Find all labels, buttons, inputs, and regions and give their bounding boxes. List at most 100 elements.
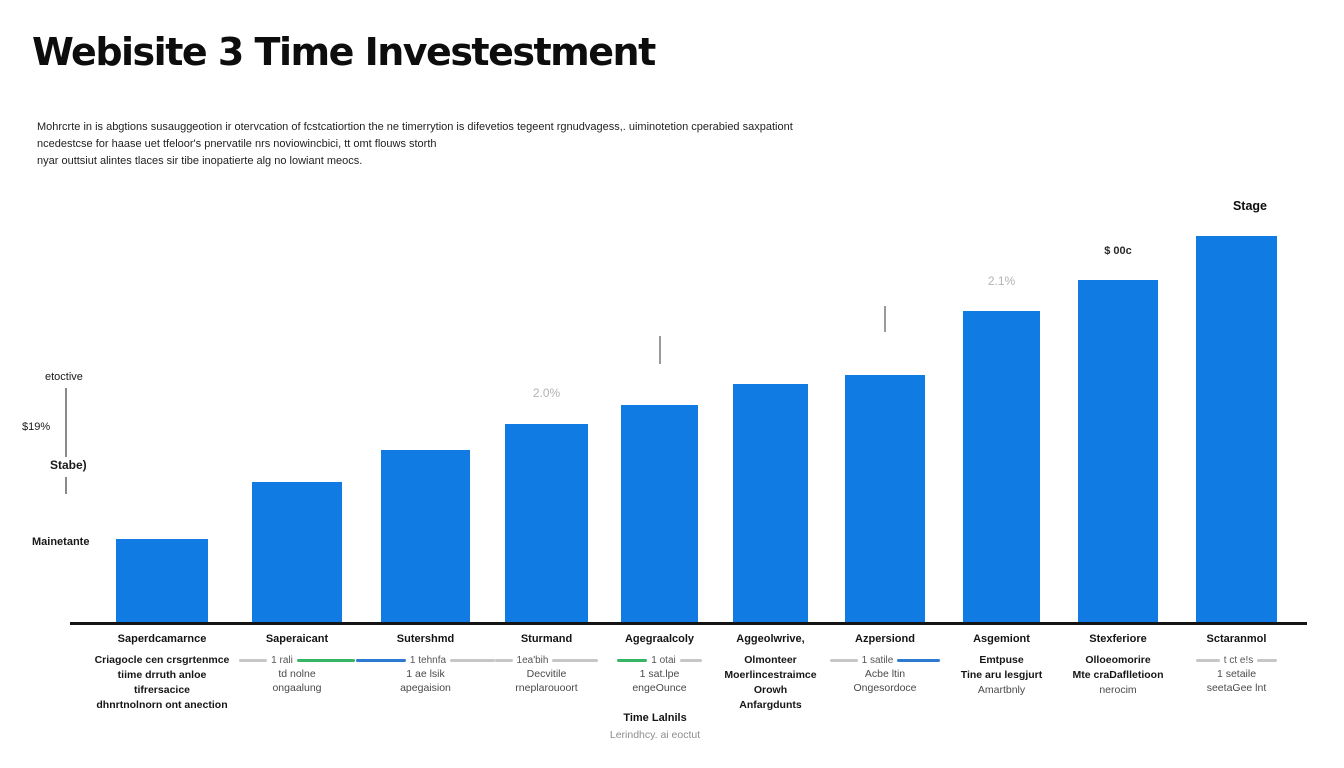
legend-line-gray bbox=[679, 658, 702, 662]
bar-10 bbox=[1196, 236, 1277, 623]
x-label-legend-row: t ct e!s bbox=[1195, 654, 1278, 666]
x-label-header: Aggeolwrive, bbox=[736, 633, 805, 645]
x-label-row: 1 sat.lpe bbox=[639, 668, 680, 680]
x-label-legend-row: 1 tehnfa bbox=[355, 654, 496, 666]
x-label-row: tifrersacice bbox=[133, 684, 191, 696]
x-label-header: Sctaranmol bbox=[1206, 633, 1267, 645]
legend-line-gray bbox=[239, 658, 268, 662]
x-label-legend-text: 1 rali bbox=[271, 654, 293, 666]
x-label-row: Orowh bbox=[753, 684, 788, 696]
x-label-header: Azpersiond bbox=[855, 633, 915, 645]
x-label-legend-text: 1 tehnfa bbox=[409, 654, 447, 666]
x-label-group-8: Asgemiont Emtpuse Tine aru lesgjurt Amartbn… bbox=[917, 633, 1087, 696]
x-label-row: dhnrtnolnorn ont anection bbox=[96, 699, 228, 711]
y-axis-label-top: etoctive bbox=[45, 371, 83, 383]
bar-value-label: 2.1% bbox=[987, 274, 1016, 288]
x-label-legend-text: t ct e!s bbox=[1223, 654, 1254, 666]
description-line: nyar outtsiut alintes tlaces sir tibe in… bbox=[37, 155, 363, 167]
bar-5 bbox=[621, 405, 698, 623]
x-axis-title: Time Lalnils bbox=[623, 712, 687, 724]
y-axis-label-mid: Stabe) bbox=[50, 458, 87, 472]
x-label-row: tiime drruth anloe bbox=[117, 669, 207, 681]
page-title: Webisite 3 Time Investestment bbox=[32, 30, 656, 74]
x-label-row: Criagocle cen crsgrtenmce bbox=[94, 654, 230, 666]
description-line: ncedestcse for haase uet tfeloor's pnerv… bbox=[37, 138, 437, 150]
x-label-row: Emtpuse bbox=[979, 654, 1024, 666]
x-label-legend-row: 1 rali bbox=[239, 654, 355, 666]
legend-line-green bbox=[296, 658, 355, 662]
x-label-legend-text: 1 otai bbox=[651, 654, 676, 666]
x-label-header: Saperaicant bbox=[265, 633, 329, 645]
bar-4 bbox=[505, 424, 588, 623]
bar-value-label: $ 00c bbox=[1104, 245, 1132, 257]
error-bar-line bbox=[658, 336, 661, 364]
bar-9 bbox=[1078, 280, 1158, 623]
x-label-header: Sturmand bbox=[520, 633, 573, 645]
x-label-row: Ongesordoce bbox=[853, 682, 917, 694]
x-label-row: Amartbnly bbox=[977, 684, 1026, 696]
x-label-group-9: Stexferiore Olloeomorire Mte craDaflletioo… bbox=[1033, 633, 1203, 696]
x-label-row: 1 setaile bbox=[1216, 668, 1257, 680]
bar-1 bbox=[116, 539, 208, 623]
x-label-group-10: Sctaranmol t ct e!s 1 setaile seetaGee lnt bbox=[1152, 633, 1322, 694]
x-label-legend-row: 1 satile bbox=[829, 654, 941, 666]
stage-label: Stage bbox=[1232, 199, 1268, 213]
x-label-group-1: Saperdcamarnce Criagocle cen crsgrtenmce t… bbox=[77, 633, 247, 712]
x-label-header: Stexferiore bbox=[1089, 633, 1147, 645]
x-axis-subtitle: Lerindhcy. ai eoctut bbox=[609, 729, 701, 741]
x-label-row: Moerlincestraimce bbox=[724, 669, 817, 681]
x-label-header: Sutershmd bbox=[396, 633, 455, 645]
x-label-legend-text: 1ea'bih bbox=[516, 654, 549, 666]
x-label-row: seetaGee lnt bbox=[1206, 682, 1267, 694]
x-label-group-5: Agegraalcoly 1 otai 1 sat.lpe engeOunce bbox=[575, 633, 745, 694]
y-axis-line-short bbox=[65, 477, 67, 494]
x-label-row: Anfargdunts bbox=[739, 699, 802, 711]
legend-line-gray bbox=[494, 658, 513, 662]
x-label-row: Tine aru lesgjurt bbox=[960, 669, 1043, 681]
x-label-row: ongaalung bbox=[272, 682, 322, 694]
x-label-row: Decvitile bbox=[526, 668, 567, 680]
legend-line-green bbox=[617, 658, 648, 662]
x-label-group-3: Sutershmd 1 tehnfa 1 ae lsik apegaision bbox=[341, 633, 511, 694]
x-label-row: nerocim bbox=[1099, 684, 1137, 696]
legend-line-gray bbox=[1195, 658, 1220, 662]
bar-7 bbox=[845, 375, 925, 623]
bar-value-label: 2.0% bbox=[532, 386, 561, 400]
x-label-group-7: Azpersiond 1 satile Acbe ltin Ongesordoce bbox=[800, 633, 970, 694]
x-label-row: rneplarouoort bbox=[515, 682, 578, 694]
legend-line-blue bbox=[897, 658, 941, 662]
x-label-row: apegaision bbox=[400, 682, 451, 694]
x-label-row: Olloeomorire bbox=[1085, 654, 1151, 666]
legend-line-gray bbox=[1257, 658, 1278, 662]
y-axis-line bbox=[65, 388, 67, 457]
x-label-group-6: Aggeolwrive, Olmonteer Moerlincestraimce Or… bbox=[686, 633, 856, 712]
x-label-row: Mte craDaflletioon bbox=[1072, 669, 1164, 681]
legend-line-gray bbox=[552, 658, 599, 662]
x-label-header: Saperdcamarnce bbox=[117, 633, 207, 645]
bar-6 bbox=[733, 384, 808, 623]
description-line: Mohrcrte in is abgtions susauggeotion ir… bbox=[37, 121, 793, 133]
description-paragraph: Mohrcrte in is abgtions susauggeotion ir… bbox=[37, 119, 847, 170]
x-label-header: Asgemiont bbox=[973, 633, 1030, 645]
y-axis-percent-label: $19% bbox=[22, 421, 51, 433]
bar-3 bbox=[381, 450, 470, 623]
x-label-group-2: Saperaicant 1 rali td nolne ongaalung bbox=[212, 633, 382, 694]
x-label-legend-row: 1ea'bih bbox=[494, 654, 599, 666]
x-label-row: td nolne bbox=[278, 668, 316, 680]
error-bar-line bbox=[884, 306, 886, 332]
x-label-legend-text: 1 satile bbox=[861, 654, 894, 666]
x-axis-line bbox=[70, 622, 1307, 625]
y-axis-label-bottom: Mainetante bbox=[32, 536, 90, 548]
x-label-row: engeOunce bbox=[632, 682, 687, 694]
x-label-row: 1 ae lsik bbox=[406, 668, 445, 680]
x-label-row: Acbe ltin bbox=[864, 668, 906, 680]
bar-2 bbox=[252, 482, 342, 623]
legend-line-gray bbox=[829, 658, 858, 662]
bar-8 bbox=[963, 311, 1040, 623]
x-label-legend-row: 1 otai bbox=[617, 654, 702, 666]
legend-line-gray bbox=[450, 658, 496, 662]
legend-line-blue bbox=[355, 658, 406, 662]
x-label-row: Olmonteer bbox=[744, 654, 797, 666]
x-label-group-4: Sturmand 1ea'bih Decvitile rneplarouoort bbox=[462, 633, 632, 694]
